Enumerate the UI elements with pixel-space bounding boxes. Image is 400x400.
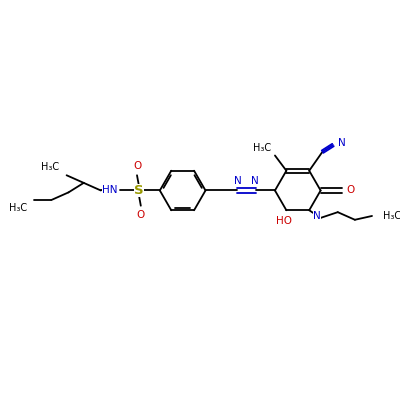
Text: HN: HN <box>102 186 118 196</box>
Text: N: N <box>313 211 321 221</box>
Text: HO: HO <box>276 216 292 226</box>
Text: O: O <box>137 210 145 220</box>
Text: N: N <box>251 176 259 186</box>
Text: O: O <box>133 160 141 170</box>
Text: H₃C: H₃C <box>384 211 400 221</box>
Text: H₃C: H₃C <box>253 143 271 153</box>
Text: H₃C: H₃C <box>41 162 59 172</box>
Text: N: N <box>338 138 346 148</box>
Text: S: S <box>134 184 144 197</box>
Text: H₃C: H₃C <box>8 203 27 213</box>
Text: O: O <box>346 186 354 196</box>
Text: N: N <box>234 176 242 186</box>
